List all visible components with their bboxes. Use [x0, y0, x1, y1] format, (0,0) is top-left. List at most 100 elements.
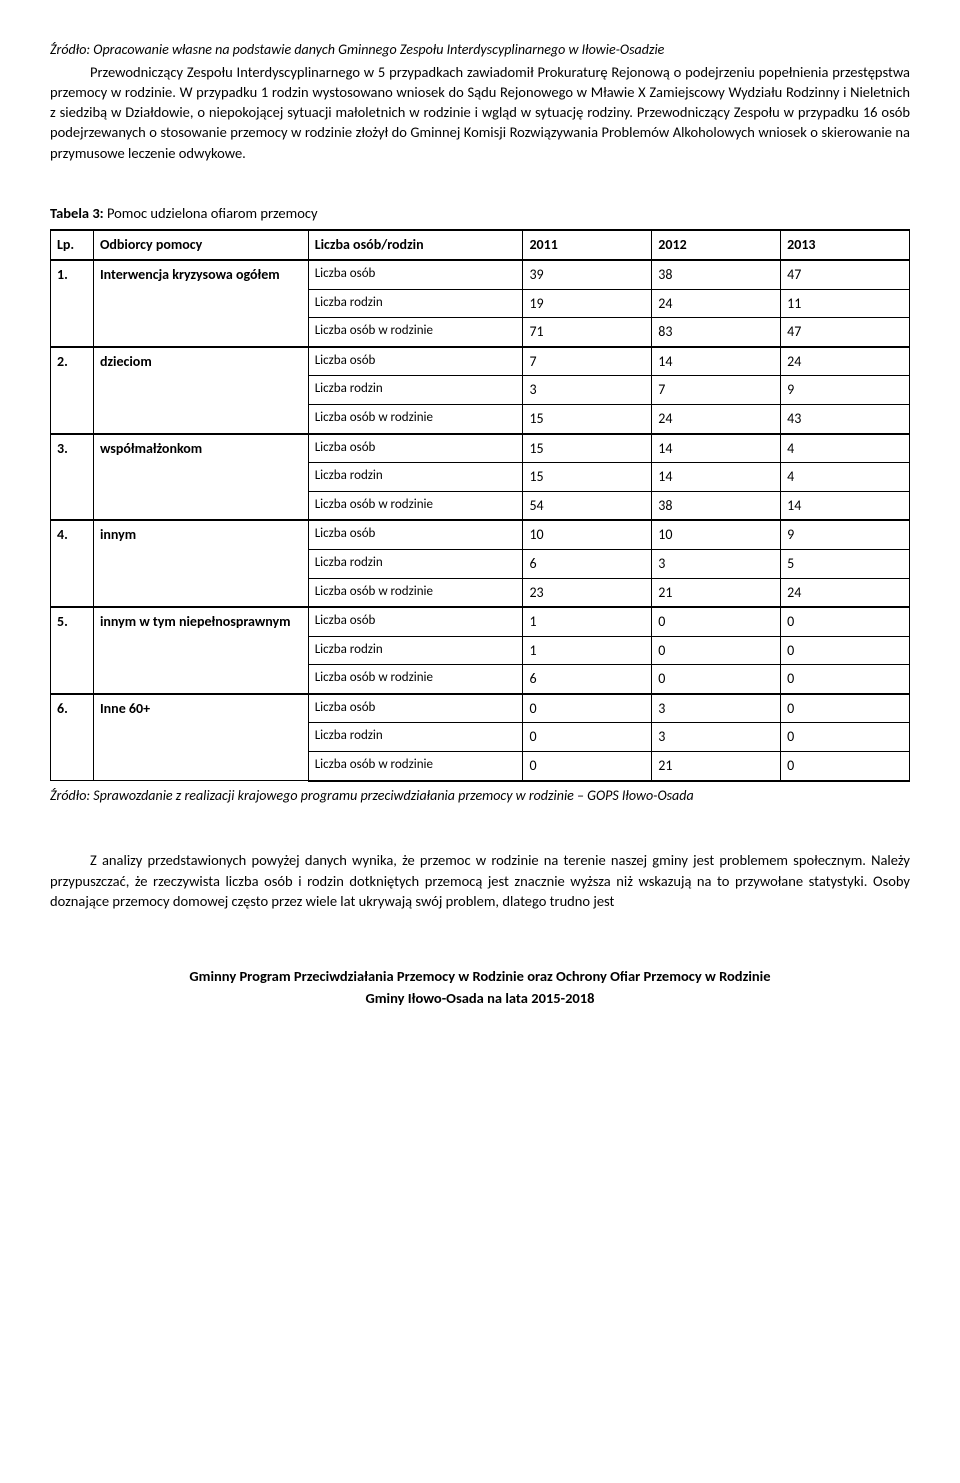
cell-value: 4 [781, 434, 910, 463]
cell-metric: Liczba osób [308, 434, 523, 463]
cell-value: 47 [781, 318, 910, 347]
cell-value: 7 [652, 376, 781, 405]
cell-value: 0 [523, 694, 652, 723]
cell-value: 24 [652, 289, 781, 318]
cell-value: 71 [523, 318, 652, 347]
cell-lp: 1. [51, 260, 94, 347]
table-source-note: Źródło: Sprawozdanie z realizacji krajow… [50, 786, 910, 806]
cell-value: 3 [652, 723, 781, 752]
cell-metric: Liczba rodzin [308, 376, 523, 405]
cell-value: 39 [523, 260, 652, 289]
page-footer-line-2: Gminy Iłowo-Osada na lata 2015-2018 [50, 988, 910, 1010]
cell-metric: Liczba osób [308, 694, 523, 723]
cell-value: 14 [652, 434, 781, 463]
cell-value: 14 [781, 491, 910, 520]
cell-value: 38 [652, 260, 781, 289]
cell-value: 3 [652, 694, 781, 723]
cell-value: 0 [781, 665, 910, 694]
cell-metric: Liczba rodzin [308, 636, 523, 665]
cell-value: 11 [781, 289, 910, 318]
cell-value: 15 [523, 434, 652, 463]
cell-value: 0 [781, 694, 910, 723]
cell-value: 0 [781, 752, 910, 781]
cell-metric: Liczba osób w rodzinie [308, 578, 523, 607]
table-title: Tabela 3: Pomoc udzielona ofiarom przemo… [50, 203, 910, 223]
cell-value: 24 [781, 347, 910, 376]
cell-recipient: innym [93, 520, 308, 607]
data-table: Lp. Odbiorcy pomocy Liczba osób/rodzin 2… [50, 229, 910, 781]
cell-value: 6 [523, 665, 652, 694]
cell-value: 47 [781, 260, 910, 289]
paragraph-1: Przewodniczący Zespołu Interdyscyplinarn… [50, 62, 910, 163]
cell-recipient: Inne 60+ [93, 694, 308, 781]
table-row: 6.Inne 60+Liczba osób030 [51, 694, 910, 723]
paragraph-2: Z analizy przedstawionych powyżej danych… [50, 850, 910, 911]
page-footer: Gminny Program Przeciwdziałania Przemocy… [50, 966, 910, 1010]
cell-value: 15 [523, 463, 652, 492]
cell-value: 54 [523, 491, 652, 520]
cell-value: 0 [523, 752, 652, 781]
cell-lp: 4. [51, 520, 94, 607]
cell-value: 1 [523, 636, 652, 665]
cell-value: 0 [523, 723, 652, 752]
table-row: 2.dzieciomLiczba osób71424 [51, 347, 910, 376]
cell-value: 14 [652, 347, 781, 376]
cell-value: 24 [652, 404, 781, 433]
header-lp: Lp. [51, 230, 94, 260]
cell-value: 0 [781, 723, 910, 752]
cell-value: 0 [652, 636, 781, 665]
cell-value: 10 [523, 520, 652, 549]
cell-metric: Liczba osób [308, 607, 523, 636]
cell-recipient: dzieciom [93, 347, 308, 434]
cell-lp: 5. [51, 607, 94, 694]
cell-value: 5 [781, 549, 910, 578]
cell-metric: Liczba osób [308, 520, 523, 549]
cell-metric: Liczba osób w rodzinie [308, 752, 523, 781]
header-2012: 2012 [652, 230, 781, 260]
cell-value: 1 [523, 607, 652, 636]
cell-value: 4 [781, 463, 910, 492]
cell-lp: 2. [51, 347, 94, 434]
cell-metric: Liczba osób [308, 347, 523, 376]
cell-metric: Liczba osób w rodzinie [308, 404, 523, 433]
cell-value: 43 [781, 404, 910, 433]
cell-recipient: współmałżonkom [93, 434, 308, 521]
header-2011: 2011 [523, 230, 652, 260]
page-footer-line-1: Gminny Program Przeciwdziałania Przemocy… [50, 966, 910, 988]
cell-value: 10 [652, 520, 781, 549]
cell-metric: Liczba rodzin [308, 289, 523, 318]
cell-value: 3 [523, 376, 652, 405]
table-title-label: Tabela 3: [50, 204, 104, 222]
cell-lp: 6. [51, 694, 94, 781]
cell-metric: Liczba rodzin [308, 463, 523, 492]
cell-value: 21 [652, 752, 781, 781]
cell-metric: Liczba osób w rodzinie [308, 491, 523, 520]
cell-value: 0 [652, 607, 781, 636]
cell-value: 19 [523, 289, 652, 318]
cell-value: 14 [652, 463, 781, 492]
cell-value: 0 [781, 607, 910, 636]
cell-lp: 3. [51, 434, 94, 521]
table-row: 3.współmałżonkomLiczba osób15144 [51, 434, 910, 463]
cell-value: 23 [523, 578, 652, 607]
cell-value: 7 [523, 347, 652, 376]
cell-value: 21 [652, 578, 781, 607]
cell-recipient: innym w tym niepełnosprawnym [93, 607, 308, 694]
table-title-text: Pomoc udzielona ofiarom przemocy [104, 204, 318, 222]
cell-value: 9 [781, 520, 910, 549]
table-row: 1.Interwencja kryzysowa ogółemLiczba osó… [51, 260, 910, 289]
table-row: 4.innymLiczba osób10109 [51, 520, 910, 549]
cell-value: 83 [652, 318, 781, 347]
cell-recipient: Interwencja kryzysowa ogółem [93, 260, 308, 347]
cell-metric: Liczba osób w rodzinie [308, 665, 523, 694]
cell-value: 9 [781, 376, 910, 405]
table-row: 5.innym w tym niepełnosprawnymLiczba osó… [51, 607, 910, 636]
cell-metric: Liczba rodzin [308, 549, 523, 578]
cell-value: 6 [523, 549, 652, 578]
header-liczba: Liczba osób/rodzin [308, 230, 523, 260]
header-odbiorcy: Odbiorcy pomocy [93, 230, 308, 260]
cell-value: 0 [652, 665, 781, 694]
table-header-row: Lp. Odbiorcy pomocy Liczba osób/rodzin 2… [51, 230, 910, 260]
cell-metric: Liczba osób w rodzinie [308, 318, 523, 347]
source-note: Źródło: Opracowanie własne na podstawie … [50, 40, 910, 60]
